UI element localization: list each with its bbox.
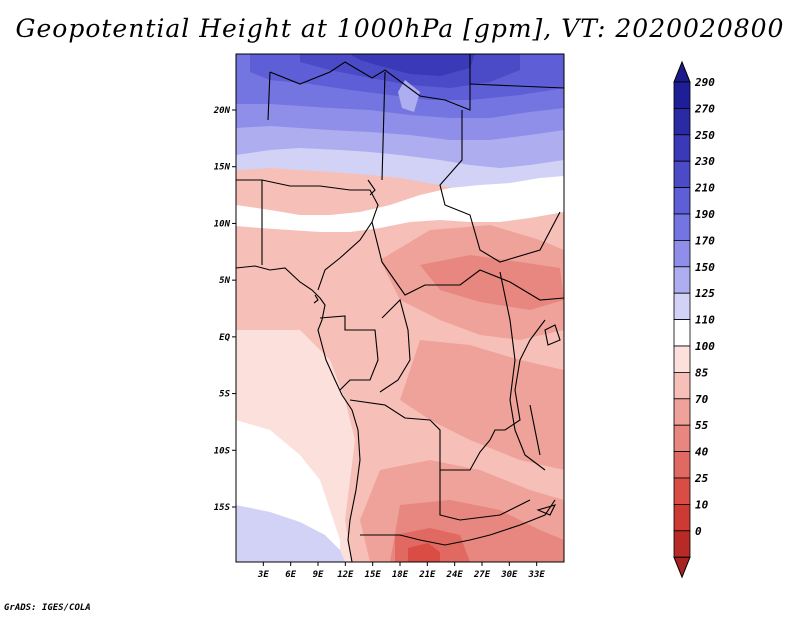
coastlines-borders xyxy=(236,54,564,562)
lat-tick-label: 5S xyxy=(219,390,230,400)
lat-tick-label: 15N xyxy=(214,163,231,173)
border-namibia xyxy=(360,499,556,546)
colorbar-label: 0 xyxy=(695,525,702,538)
colorbar-swatch xyxy=(673,292,691,321)
field-white-band xyxy=(236,176,564,232)
colorbar-swatch xyxy=(673,319,691,347)
colorbar-swatch xyxy=(673,424,691,453)
rift-lakes xyxy=(499,271,546,471)
colorbar-swatch xyxy=(673,160,691,188)
colorbar-label: 150 xyxy=(695,261,715,274)
border-chad-sudan xyxy=(439,110,561,263)
colorbar-swatch xyxy=(673,530,691,558)
bioko-island xyxy=(313,294,319,304)
colorbar-top-arrow xyxy=(673,60,691,83)
lon-tick-label: 18E xyxy=(392,570,409,580)
colorbar-swatch xyxy=(673,239,691,268)
colorbar-swatch xyxy=(673,398,691,426)
lake-chad xyxy=(367,179,376,196)
lake-kariba xyxy=(536,504,557,516)
colorbar-label: 290 xyxy=(694,76,715,89)
lake-tanganyika xyxy=(529,404,541,456)
colorbar-label: 270 xyxy=(694,102,715,115)
colorbar-label: 170 xyxy=(695,234,715,247)
colorbar-label: 100 xyxy=(695,340,715,353)
chart-title: Geopotential Height at 1000hPa [gpm], VT… xyxy=(15,14,785,43)
colorbar-label: 190 xyxy=(695,208,715,221)
field-central-55 xyxy=(420,255,564,310)
lon-tick-label: 3E xyxy=(257,570,269,580)
colorbar-swatch xyxy=(673,451,691,479)
border-gabon-congo xyxy=(319,315,379,391)
border-zambia xyxy=(439,470,531,521)
border-congo-drc xyxy=(379,298,411,393)
lon-tick-label: 9E xyxy=(313,570,324,580)
lon-tick-label: 30E xyxy=(500,570,518,580)
lake-victoria xyxy=(544,324,561,346)
border-car xyxy=(371,221,564,301)
lon-tick-label: 12E xyxy=(337,570,354,580)
field-sw-blue xyxy=(236,505,345,562)
colorbar-bottom-arrow xyxy=(673,556,691,579)
colorbar: 2902702502302101901701501251101008570554… xyxy=(673,60,715,579)
colorbar-swatch xyxy=(673,266,691,294)
lon-tick-label: 15E xyxy=(365,570,382,580)
height-field xyxy=(236,54,564,562)
colorbar-swatch xyxy=(673,134,691,162)
border-sahel xyxy=(236,179,379,291)
colorbar-label: 55 xyxy=(695,419,709,432)
lat-tick-label: 10S xyxy=(214,446,231,456)
colorbar-label: 110 xyxy=(695,314,715,327)
colorbar-label: 125 xyxy=(695,287,715,300)
lon-tick-label: 33E xyxy=(528,570,546,580)
lat-tick-label: 10N xyxy=(214,219,231,229)
colorbar-label: 70 xyxy=(695,393,709,406)
field-north-250 xyxy=(350,54,475,76)
colorbar-swatch xyxy=(673,213,691,241)
lon-tick-label: 27E xyxy=(473,570,491,580)
colorbar-swatch xyxy=(673,477,691,505)
colorbar-swatch xyxy=(673,81,691,109)
colorbar-label: 40 xyxy=(695,446,709,459)
border-chad-niger xyxy=(381,71,386,181)
colorbar-swatch xyxy=(673,503,691,532)
colorbar-label: 210 xyxy=(694,182,715,195)
atlantic-coastline xyxy=(236,265,361,562)
lat-tick-label: 20N xyxy=(213,106,231,116)
colorbar-label: 250 xyxy=(694,129,715,142)
longitude-axis: 3E 6E 9E 12E 15E 18E 21E 24E 27E 30E 33E xyxy=(257,562,545,580)
border-drc-south xyxy=(349,319,546,471)
lat-tick-label: 5N xyxy=(219,276,230,286)
border-w1 xyxy=(267,71,271,121)
lon-tick-label: 21E xyxy=(418,570,436,580)
lat-tick-label: 15S xyxy=(214,503,231,513)
colorbar-swatch xyxy=(673,345,691,373)
border-libya-egypt xyxy=(469,83,564,89)
field-east-70 xyxy=(400,340,564,470)
sahara-borders xyxy=(269,54,471,111)
latitude-axis: 20N 15N 10N 5N EQ 5S 10S 15S xyxy=(213,106,236,513)
lon-tick-label: 6E xyxy=(285,570,296,580)
colorbar-swatch xyxy=(673,108,691,136)
grads-credit: GrADS: IGES/COLA xyxy=(4,603,91,613)
colorbar-swatch xyxy=(673,187,691,215)
colorbar-swatch xyxy=(673,371,691,400)
field-south-25 xyxy=(408,543,440,562)
colorbar-label: 10 xyxy=(695,498,709,511)
colorbar-label: 230 xyxy=(694,155,715,168)
lon-tick-label: 24E xyxy=(446,570,464,580)
colorbar-label: 25 xyxy=(694,472,709,485)
colorbar-label: 85 xyxy=(695,366,709,379)
lat-tick-label: EQ xyxy=(219,333,230,343)
field-north-patch xyxy=(398,80,420,112)
